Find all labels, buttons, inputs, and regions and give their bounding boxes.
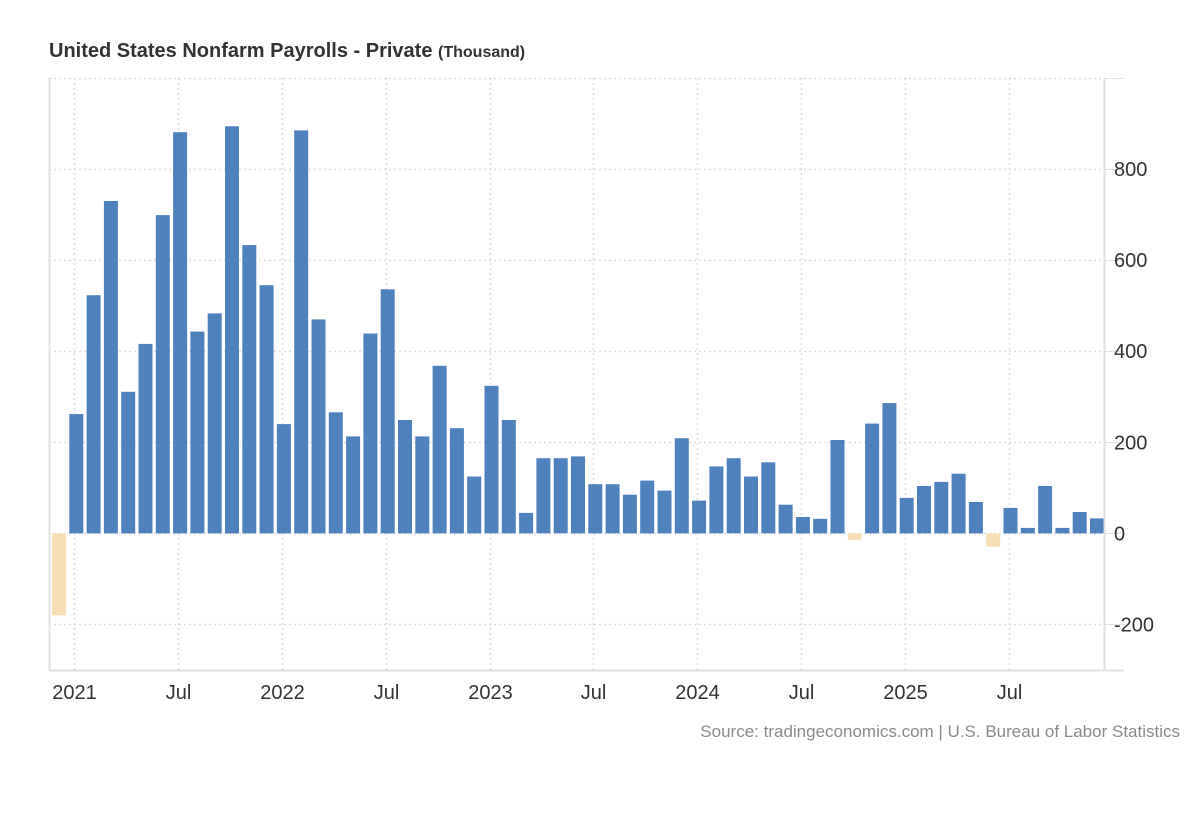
x-tick-label: Jul <box>997 682 1023 704</box>
bar-2021-03 <box>103 201 118 534</box>
bar-2024-07 <box>795 517 810 534</box>
bar-2024-05 <box>761 462 776 534</box>
y-axis-labels: -200 0 200 400 600 800 <box>1114 159 1154 636</box>
bar-2023-08 <box>605 484 620 534</box>
bar-2025-01 <box>899 497 914 534</box>
bar-2022-06 <box>363 333 378 534</box>
bar-2024-09 <box>830 440 845 534</box>
x-tick-label: Jul <box>789 682 815 704</box>
y-tick-label: 800 <box>1114 159 1147 181</box>
bar-2023-11 <box>657 490 672 534</box>
bar-2025-05 <box>968 502 983 534</box>
bar-2025-04 <box>951 473 966 534</box>
chart-title: United States Nonfarm Payrolls - Private… <box>49 40 525 63</box>
bar-2024-11 <box>865 423 880 534</box>
x-axis-labels: 2021 Jul 2022 Jul 2023 Jul 2024 Jul 2025 Jul <box>52 682 1022 704</box>
x-tick-label: 2021 <box>52 682 97 704</box>
grid-lines <box>49 77 1104 670</box>
bar-2021-01 <box>69 414 84 534</box>
x-tick-label: Jul <box>166 682 192 704</box>
bar-2025-07 <box>1003 507 1018 534</box>
bar-2022-11 <box>449 428 464 534</box>
bar-2024-01 <box>692 500 707 534</box>
axes <box>48 78 1124 672</box>
y-tick-label: 400 <box>1114 341 1147 363</box>
x-tick-label: Jul <box>581 682 607 704</box>
bar-2025-12 <box>1090 518 1104 534</box>
bar-2025-10 <box>1055 527 1070 534</box>
bar-2022-10 <box>432 365 447 534</box>
bar-2024-06 <box>778 504 793 534</box>
bar-2021-06 <box>155 215 170 534</box>
x-tick-label: 2024 <box>675 682 720 704</box>
x-tick-label: 2023 <box>468 682 513 704</box>
y-tick-label: 0 <box>1114 523 1125 545</box>
bar-2025-11 <box>1072 512 1087 534</box>
bar-2024-08 <box>813 518 828 534</box>
bars <box>52 126 1104 616</box>
y-tick-label: 600 <box>1114 250 1147 272</box>
x-tick-label: 2025 <box>883 682 928 704</box>
bar-2023-10 <box>640 480 655 534</box>
bar-2025-03 <box>934 481 949 534</box>
bar-2021-09 <box>207 313 222 534</box>
bar-2021-11 <box>242 245 257 534</box>
bar-2023-03 <box>519 512 534 534</box>
bar-2025-09 <box>1038 486 1053 534</box>
bar-2023-04 <box>536 458 551 534</box>
chart-title-main: United States Nonfarm Payrolls - Private <box>49 40 433 62</box>
bar-2025-02 <box>917 486 931 534</box>
bar-2023-12 <box>674 438 689 534</box>
bar-2024-03 <box>726 458 741 534</box>
bar-2023-06 <box>571 456 585 534</box>
bar-2022-01 <box>276 424 291 534</box>
bar-2021-05 <box>138 343 153 534</box>
bar-2021-12 <box>259 285 274 534</box>
bar-2024-02 <box>709 466 724 534</box>
bar-2022-09 <box>415 436 430 534</box>
bar-2022-12 <box>467 476 482 534</box>
bar-2022-05 <box>346 436 361 534</box>
y-tick-label: -200 <box>1114 614 1154 636</box>
bar-2022-02 <box>294 130 309 534</box>
chart-title-unit: (Thousand) <box>438 44 526 61</box>
bar-2024-10 <box>847 533 862 540</box>
bar-2022-04 <box>328 412 343 534</box>
bar-2023-07 <box>588 484 603 534</box>
bar-2023-09 <box>622 494 637 534</box>
bar-2021-10 <box>225 126 239 534</box>
bar-2025-08 <box>1020 527 1035 534</box>
bar-2023-05 <box>553 458 568 534</box>
bar-2021-08 <box>190 331 205 534</box>
bar-2022-07 <box>380 289 395 534</box>
bar-2020-12 <box>52 533 66 616</box>
bar-2024-04 <box>744 476 758 534</box>
bar-2025-06 <box>986 533 1001 547</box>
y-tick-label: 200 <box>1114 432 1147 454</box>
source-note: Source: tradingeconomics.com | U.S. Bure… <box>700 722 1180 741</box>
bar-2021-04 <box>121 391 136 534</box>
bar-2023-02 <box>501 420 516 534</box>
x-tick-label: Jul <box>374 682 400 704</box>
bar-2021-07 <box>173 132 188 534</box>
bar-2024-12 <box>882 403 897 534</box>
bar-2022-03 <box>311 319 326 534</box>
bar-2022-08 <box>398 420 412 534</box>
bar-2023-01 <box>484 385 499 534</box>
x-tick-label: 2022 <box>260 682 305 704</box>
bar-2021-02 <box>86 295 101 534</box>
